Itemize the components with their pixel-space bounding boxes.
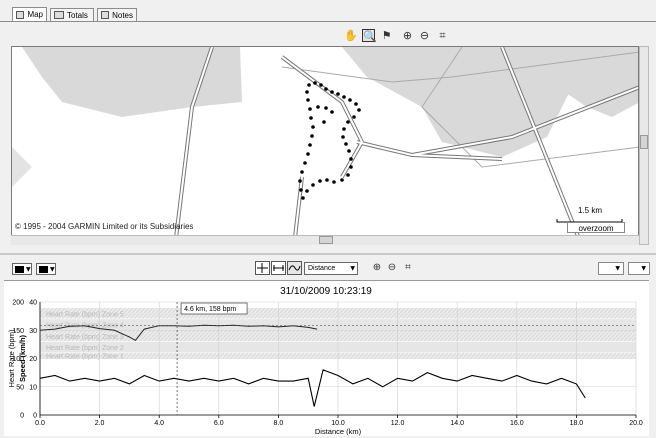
fit-extent-icon[interactable]: ⌗ — [439, 29, 446, 42]
x-tick-label: 6.0 — [214, 420, 224, 427]
hr-zone-label: Heart Rate (bpm) Zone 3 — [46, 334, 124, 341]
x-axis-select-value: Distance — [308, 265, 336, 272]
zoom-out-icon[interactable]: ⊖ — [419, 29, 430, 42]
map-view[interactable] — [11, 46, 639, 245]
y-right-tick-label: 20 — [29, 356, 37, 363]
cursor-tooltip — [180, 302, 248, 315]
y-left-tick-label: 200 — [12, 300, 24, 307]
map-tab-icon — [16, 10, 25, 19]
fit-extent-icon[interactable]: ⌗ — [405, 262, 411, 273]
table-tab-icon — [54, 11, 64, 19]
x-tick-label: 10.0 — [331, 420, 345, 427]
map-scale-label: 1.5 km — [578, 206, 603, 215]
track-dots — [298, 81, 361, 200]
y-left-tick-label: 150 — [12, 328, 24, 335]
map-horizontal-scrollbar[interactable] — [11, 235, 639, 245]
map-canvas — [12, 47, 638, 244]
x-axis-label: Distance (km) — [315, 427, 362, 436]
y-left-tick-label: 0 — [20, 413, 24, 420]
x-tick-label: 0.0 — [35, 420, 45, 427]
x-tick-label: 12.0 — [391, 420, 405, 427]
x-tick-label: 2.0 — [95, 420, 105, 427]
chevron-down-icon: ▼ — [26, 265, 31, 273]
tab-notes-label: Notes — [112, 10, 133, 20]
tab-totals[interactable]: Totals — [50, 8, 94, 21]
color-swatch — [15, 265, 24, 273]
map-vscroll-thumb[interactable] — [640, 135, 648, 149]
overzoom-badge: overzoom — [567, 222, 625, 233]
panel-splitter[interactable] — [0, 253, 656, 255]
zoom-out-icon[interactable]: ⊖ — [387, 262, 397, 273]
tab-map-label: Map — [27, 10, 43, 19]
tab-bar — [0, 0, 656, 22]
speed-series-line — [39, 369, 586, 407]
y-left-tick-label: 100 — [12, 356, 24, 363]
x-tick-label: 16.0 — [510, 420, 524, 427]
zoom-in-icon[interactable]: ⊕ — [372, 262, 382, 273]
chevron-down-icon: ▼ — [350, 265, 355, 272]
x-tick-label: 14.0 — [450, 420, 464, 427]
x-tick-label: 18.0 — [570, 420, 584, 427]
x-tick-label: 20.0 — [629, 420, 643, 427]
x-axis-select[interactable]: Distance ▼ — [304, 262, 358, 275]
map-hscroll-thumb[interactable] — [319, 236, 333, 244]
heart-rate-speed-chart: 31/10/2009 10:23:19 Heart Rate (bpm) Zon… — [7, 286, 643, 436]
fill-color-button[interactable]: ▼ — [36, 263, 56, 275]
magnify-icon[interactable]: 🔍 — [362, 29, 377, 43]
line-color-button[interactable]: ▼ — [12, 263, 32, 275]
y-left-tick-label: 50 — [16, 384, 24, 391]
chart-options-dropdown[interactable]: ▼ — [598, 262, 624, 275]
cursor-tooltip-text: 4.6 km, 158 bpm — [184, 306, 236, 313]
color-swatch — [39, 265, 48, 273]
tab-notes[interactable]: Notes — [97, 8, 137, 21]
chart-panel[interactable]: 31/10/2009 10:23:19 Heart Rate (bpm) Zon… — [4, 280, 649, 436]
hand-pan-icon[interactable]: ✋ — [344, 29, 358, 42]
tab-map[interactable]: Map — [12, 7, 47, 21]
tab-totals-label: Totals — [67, 10, 88, 20]
zoom-in-icon[interactable]: ⊕ — [402, 29, 413, 42]
chart-view-dropdown[interactable]: ▼ — [628, 262, 650, 275]
flag-icon[interactable]: ⚑ — [381, 29, 392, 42]
y-right-tick-label: 40 — [29, 300, 37, 307]
map-area-grey — [22, 47, 242, 117]
range-tool-icon[interactable] — [271, 261, 286, 275]
y-axis-label-right: Speed (km/h) — [18, 334, 27, 382]
x-tick-label: 4.0 — [154, 420, 164, 427]
y-axis-label-left: Heart Rate (bpm) — [7, 329, 16, 387]
hr-zone-label: Heart Rate (bpm) Zone 5 — [46, 311, 124, 318]
map-copyright: © 1995 - 2004 GARMIN Limited or its Subs… — [15, 222, 194, 231]
chart-title: 31/10/2009 10:23:19 — [280, 286, 372, 297]
map-vertical-scrollbar[interactable] — [639, 46, 649, 245]
chevron-down-icon: ▼ — [50, 265, 55, 273]
notes-tab-icon — [101, 11, 110, 19]
x-tick-label: 8.0 — [274, 420, 284, 427]
y-right-tick-label: 10 — [29, 384, 37, 391]
hr-zone-label: Heart Rate (bpm) Zone 2 — [46, 345, 124, 352]
tab-divider — [0, 21, 656, 22]
y-right-tick-label: 30 — [29, 328, 37, 335]
heart-rate-series-line — [39, 324, 318, 342]
smooth-line-tool-icon[interactable] — [287, 261, 302, 275]
y-right-tick-label: 0 — [33, 413, 37, 420]
crosshair-tool-icon[interactable] — [255, 261, 270, 275]
hr-zone-label: Heart Rate (bpm) Zone 1 — [46, 354, 124, 361]
